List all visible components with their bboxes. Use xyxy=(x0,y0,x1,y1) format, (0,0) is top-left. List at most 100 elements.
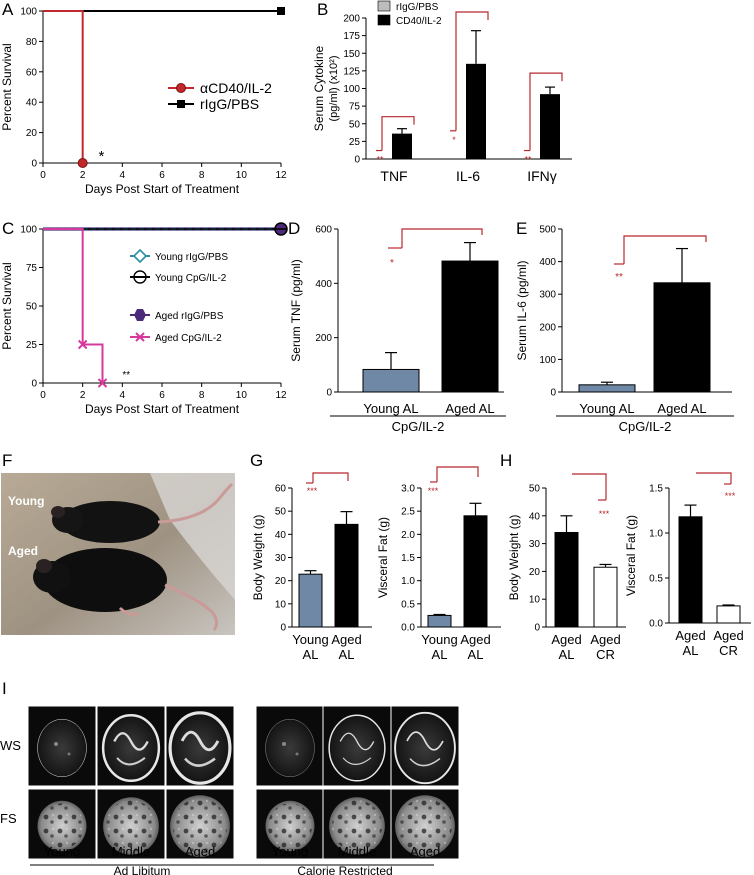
legend-label: Young rIgG/PBS xyxy=(155,252,228,263)
y-axis-label: Percent Survival xyxy=(0,43,14,130)
y-tick-label: 0 xyxy=(550,388,556,399)
y-axis-label: Serum Cytokine xyxy=(312,45,326,131)
legend-swatch xyxy=(377,0,391,12)
mri-group-label-ad-libitum: Ad Libitum xyxy=(114,864,171,875)
mri-visceral-fat xyxy=(180,730,220,752)
x-tick-label: 4 xyxy=(120,170,126,181)
panel-letter-a: A xyxy=(2,0,14,19)
bar-cd40-il2 xyxy=(392,133,412,159)
x-category-label-line2: AL xyxy=(683,643,699,658)
x-category-label: Aged xyxy=(713,628,743,643)
mri-row-label-fs: FS xyxy=(0,811,17,826)
panel-letter-b: B xyxy=(317,0,328,19)
x-category-label: Aged xyxy=(331,632,361,647)
x-category-label-line2: CR xyxy=(719,643,738,658)
significance-label: ** xyxy=(524,155,532,165)
y-tick-label: 100 xyxy=(539,355,556,366)
mri-organ-texture xyxy=(331,800,383,852)
marker-acd40-endpoint xyxy=(77,158,88,168)
y-tick-label: 150 xyxy=(343,49,360,60)
y-tick-label: 100 xyxy=(20,225,37,236)
panel-letter-c: C xyxy=(2,219,14,238)
y-tick-label: 0 xyxy=(280,623,286,634)
x-category-label-line2: AL xyxy=(303,647,319,662)
significance-bracket xyxy=(381,116,415,151)
x-category-label-line2: AL xyxy=(468,647,484,662)
photo-label-young: Young xyxy=(8,494,44,508)
mri-col-label: Young xyxy=(44,844,80,859)
significance-bracket xyxy=(436,466,479,482)
y-tick-label: 175 xyxy=(343,31,360,42)
significance-annotation: * xyxy=(99,148,105,165)
x-category-label: IFNγ xyxy=(527,168,557,184)
x-category-label: Aged xyxy=(590,632,620,647)
panel-letter-h: H xyxy=(500,451,512,470)
significance-label: *** xyxy=(725,491,736,501)
x-tick-label: 4 xyxy=(120,390,126,401)
x-category-label: IL-6 xyxy=(456,168,480,184)
significance-label: * xyxy=(452,135,456,145)
group-label: CpG/IL-2 xyxy=(619,419,672,434)
y-tick-label: 100 xyxy=(20,7,37,18)
y-tick-label: 0.0 xyxy=(649,619,663,630)
mri-col-label: Aged xyxy=(410,844,440,859)
x-category-label: Young AL xyxy=(363,401,418,416)
bar-young-al xyxy=(362,368,420,393)
y-tick-label: 1.5 xyxy=(649,484,663,495)
y-axis-label: Body Weight (g) xyxy=(507,515,521,601)
legend-label: rIgG/PBS xyxy=(396,2,439,13)
bar-cd40-il2 xyxy=(540,94,560,159)
x-category-label: Young xyxy=(292,632,328,647)
mri-organ-texture xyxy=(267,803,313,849)
y-axis-label: Body Weight (g) xyxy=(251,515,265,601)
mri-organ-texture xyxy=(173,798,227,854)
x-category-label-line2: CR xyxy=(596,647,615,662)
y-tick-label: 40 xyxy=(529,511,541,522)
mri-body-section xyxy=(168,711,232,785)
y-tick-label: 400 xyxy=(315,279,332,290)
chart-c-survival: 0 25 50 75 100 Percent Survival 0 2 4 6 8 10 12 Days … xyxy=(0,222,288,416)
chart-d-serum-tnf: 0 200 400 600 Serum TNF (pg/ml) Young AL Aged … xyxy=(289,225,506,434)
mri-col-label: Middle xyxy=(112,844,150,859)
marker-aged-cpg-cross-b xyxy=(97,378,108,388)
mri-speckle xyxy=(282,742,286,746)
photo-label-aged: Aged xyxy=(8,544,38,558)
panel-letters: A B C D E F G H I xyxy=(2,0,527,698)
mri-panel: WS FS Young Middle Aged Young Middle Aged Ad … xyxy=(0,705,460,875)
legend-label: αCD40/IL-2 xyxy=(200,80,272,96)
y-tick-label: 0 xyxy=(534,623,540,634)
x-category-label: TNF xyxy=(380,168,407,184)
x-tick-label: 8 xyxy=(199,170,205,181)
mri-visceral-fat xyxy=(184,757,216,767)
significance-bracket xyxy=(572,473,607,500)
y-tick-label: 50 xyxy=(349,119,361,130)
legend-marker-square xyxy=(177,100,185,108)
y-tick-label: 40 xyxy=(26,98,38,109)
mri-speckle xyxy=(295,752,299,756)
x-axis-label: Days Post Start of Treatment xyxy=(85,182,240,196)
y-tick-label: 300 xyxy=(539,290,556,301)
group-label: CpG/IL-2 xyxy=(392,419,445,434)
y-tick-label: 3.0 xyxy=(401,484,415,495)
y-tick-label: 0.5 xyxy=(401,599,415,610)
x-category-label: Young AL xyxy=(579,401,634,416)
y-tick-label: 80 xyxy=(26,37,38,48)
mri-organ-texture xyxy=(398,798,452,854)
aged-mouse xyxy=(33,548,219,631)
y-tick-label: 30 xyxy=(529,539,541,550)
significance-label: *** xyxy=(428,486,439,496)
y-tick-label: 2.0 xyxy=(401,530,415,541)
y-tick-label: 0.0 xyxy=(401,623,415,634)
panel-letter-e: E xyxy=(516,219,527,238)
y-tick-label: 200 xyxy=(315,333,332,344)
bar-cd40-il2 xyxy=(466,63,486,160)
x-category-label: Young xyxy=(421,632,457,647)
y-axis-label: Visceral Fat (g) xyxy=(624,515,638,596)
y-tick-label: 400 xyxy=(539,257,556,268)
y-tick-label: 40 xyxy=(275,530,287,541)
legend-label: Young CpG/IL-2 xyxy=(155,273,227,284)
series-line--cd40-il-2 xyxy=(43,10,84,163)
y-tick-label: 200 xyxy=(539,322,556,333)
mri-group-label-calorie-restricted: Calorie Restricted xyxy=(297,864,392,875)
